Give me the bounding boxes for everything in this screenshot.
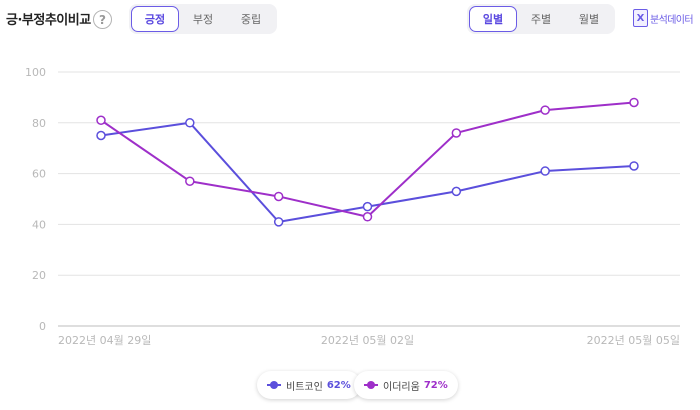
legend-percent-ethereum: 72% bbox=[423, 379, 448, 391]
x-tick-label: 2022년 05월 05일 bbox=[587, 333, 680, 347]
legend-swatch-ethereum bbox=[364, 380, 378, 390]
data-point-0 bbox=[362, 201, 373, 212]
data-point-0 bbox=[273, 217, 284, 227]
y-tick-label: 20 bbox=[32, 269, 46, 282]
legend-item-bitcoin[interactable]: 비트코인 62% bbox=[257, 371, 361, 399]
data-point-1 bbox=[273, 191, 284, 202]
legend-label-ethereum: 이더리움 bbox=[383, 381, 420, 393]
data-point-1 bbox=[540, 105, 550, 115]
panel-title: 긍·부정추이비교 bbox=[6, 13, 91, 28]
tab-weekly[interactable]: 주별 bbox=[530, 13, 552, 26]
excel-icon: X bbox=[633, 9, 648, 27]
legend-swatch-bitcoin bbox=[267, 380, 281, 390]
tab-neutral[interactable]: 중립 bbox=[240, 13, 262, 26]
sentiment-tab-group: 긍정 부정 중립 bbox=[129, 4, 277, 34]
legend-label-bitcoin: 비트코인 bbox=[286, 381, 323, 393]
y-tick-label: 0 bbox=[39, 320, 46, 333]
x-tick-label: 2022년 04월 29일 bbox=[58, 333, 151, 347]
data-point-0 bbox=[96, 130, 106, 141]
data-point-1 bbox=[629, 97, 639, 108]
data-point-1 bbox=[96, 115, 106, 126]
tab-monthly[interactable]: 월별 bbox=[578, 13, 600, 26]
data-point-1 bbox=[451, 128, 462, 138]
series-line-1 bbox=[100, 101, 635, 218]
data-point-0 bbox=[540, 166, 550, 176]
period-tab-group: 일별 주별 월별 bbox=[467, 4, 615, 34]
x-tick-label: 2022년 05월 02일 bbox=[321, 333, 414, 347]
y-tick-label: 80 bbox=[32, 117, 46, 130]
export-data-button[interactable]: X 분석데이터 bbox=[633, 9, 694, 27]
data-point-1 bbox=[362, 212, 373, 222]
legend-percent-bitcoin: 62% bbox=[326, 379, 351, 391]
tab-positive[interactable]: 긍정 bbox=[131, 6, 179, 32]
tab-negative[interactable]: 부정 bbox=[192, 13, 214, 26]
sentiment-trend-line-chart: 0 20 40 60 80 100 2022년 04월 29일 2022년 05월 02일 20… bbox=[25, 66, 680, 347]
data-point-0 bbox=[451, 186, 462, 197]
data-point-0 bbox=[629, 161, 639, 171]
y-tick-label: 60 bbox=[32, 168, 46, 181]
help-icon[interactable]: ? bbox=[93, 10, 112, 29]
tab-daily[interactable]: 일별 bbox=[469, 6, 517, 32]
data-point-1 bbox=[185, 176, 195, 186]
y-tick-label: 100 bbox=[25, 66, 46, 79]
y-tick-label: 40 bbox=[32, 218, 46, 231]
legend-item-ethereum[interactable]: 이더리움 72% bbox=[354, 371, 458, 399]
data-point-0 bbox=[185, 118, 195, 128]
export-data-label: 분석데이터 bbox=[650, 14, 694, 26]
